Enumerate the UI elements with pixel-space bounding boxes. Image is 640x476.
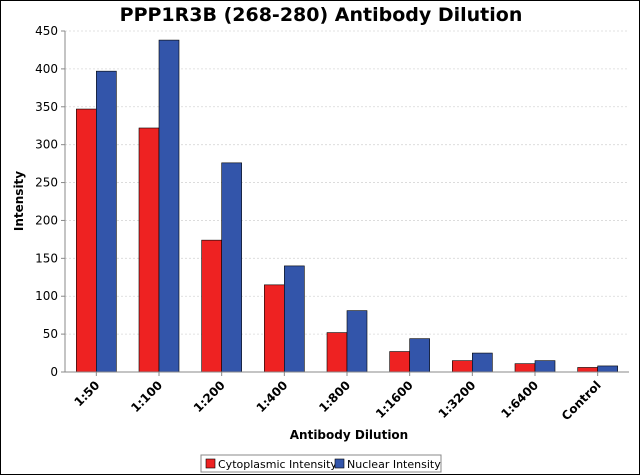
bar-cytoplasmic [577, 367, 598, 373]
chart-title: PPP1R3B (268-280) Antibody Dilution [120, 4, 523, 26]
x-tick-label: 1:800 [316, 378, 353, 415]
legend: Cytoplasmic Intensity Nuclear Intensity [200, 454, 442, 473]
bar-nuclear [284, 265, 305, 373]
x-tick-label: 1:200 [191, 378, 228, 415]
y-tick-label: 150 [35, 251, 58, 265]
bar-cytoplasmic [76, 108, 97, 373]
bar-cytoplasmic [514, 363, 536, 373]
bar-cytoplasmic [201, 239, 222, 373]
x-tick-label: 1:6400 [498, 378, 541, 421]
x-axis-label: Antibody Dilution [290, 428, 408, 442]
bar-cytoplasmic [389, 351, 410, 373]
bar-nuclear [158, 39, 180, 373]
bar-cytoplasmic [138, 127, 160, 373]
x-tick-label: 1:400 [254, 378, 291, 415]
y-tick-label: 100 [35, 289, 58, 303]
x-ticks: 1:50 1:100 1:200 1:400 1:800 1:1600 1:3200 1:64… [71, 372, 604, 423]
legend-swatch-nuclear [334, 458, 345, 469]
x-tick-label: 1:3200 [436, 378, 479, 421]
bar-nuclear [409, 338, 430, 373]
bar-cytoplasmic [452, 360, 473, 373]
y-tick-label: 250 [35, 176, 58, 190]
y-tick-label: 50 [43, 327, 58, 341]
x-tick-label: 1:1600 [373, 378, 416, 421]
bar-nuclear [96, 70, 117, 373]
bar-nuclear [597, 365, 618, 373]
x-tick-label: Control [559, 378, 604, 423]
bar-nuclear [534, 360, 556, 373]
y-ticks: 0 50 100 150 200 250 300 350 400 450 [35, 24, 65, 379]
x-tick-label: 1:50 [71, 378, 102, 409]
y-tick-label: 350 [35, 100, 58, 114]
y-tick-label: 400 [35, 62, 58, 76]
y-tick-label: 0 [50, 365, 58, 379]
bars [76, 39, 618, 373]
y-tick-label: 450 [35, 24, 58, 38]
legend-label-nuclear: Nuclear Intensity [347, 458, 441, 471]
y-tick-label: 200 [35, 213, 58, 227]
bar-nuclear [346, 310, 368, 373]
legend-box [200, 454, 442, 473]
y-axis-label: Intensity [12, 171, 26, 231]
bar-nuclear [221, 162, 242, 373]
bar-nuclear [472, 352, 493, 373]
legend-label-cytoplasmic: Cytoplasmic Intensity [218, 458, 337, 471]
bar-cytoplasmic [326, 332, 348, 373]
y-tick-label: 300 [35, 138, 58, 152]
legend-swatch-cytoplasmic [205, 458, 216, 469]
bar-cytoplasmic [264, 284, 285, 373]
x-tick-label: 1:100 [128, 378, 165, 415]
